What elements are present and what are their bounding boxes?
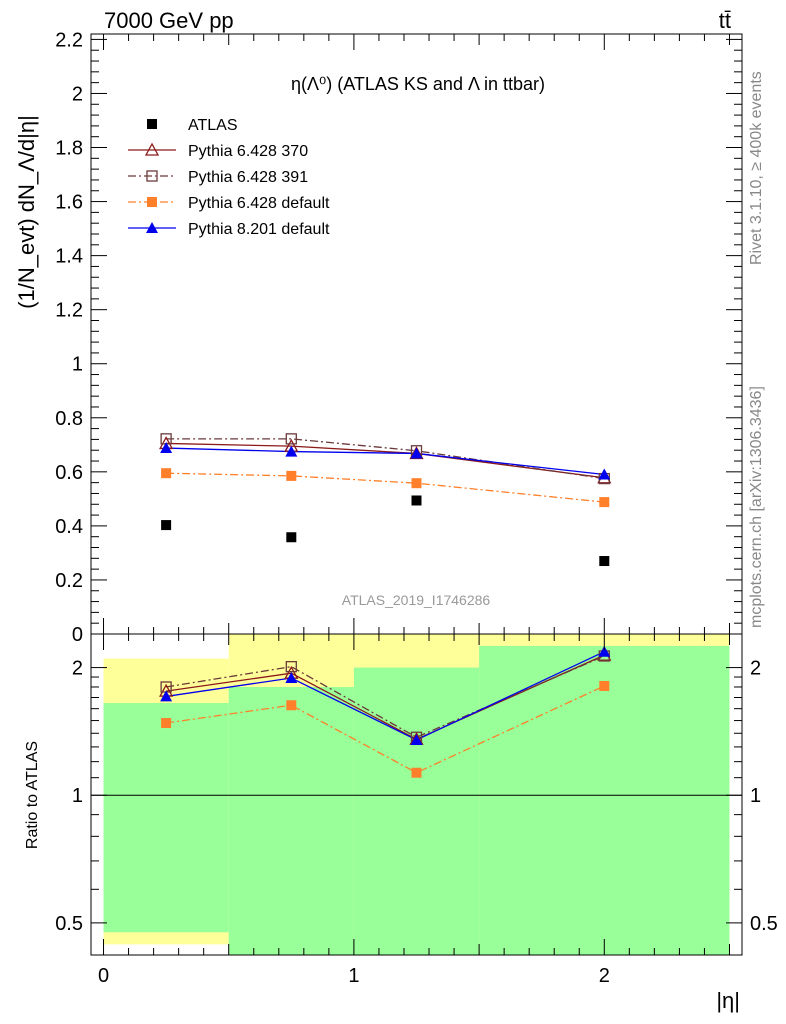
y-tick-label: 0.8: [55, 408, 83, 430]
y-tick-label: 2: [72, 83, 83, 105]
y-tick-label: 0.2: [55, 570, 83, 592]
ratio-point-pythia-6-428-default: [411, 767, 422, 778]
legend: ATLAS Pythia 6.428 370 Pythia 6.428 391 Pyt…: [128, 117, 330, 238]
legend-marker-pythia-6-428-370: [144, 142, 160, 156]
rivet-label: Rivet 3.1.10, ≥ 400k events: [748, 71, 765, 265]
series-line-pythia-6-428-391: [166, 438, 605, 480]
data-point-pythia-8-201-default: [160, 442, 173, 454]
y-tick-label: 1.6: [55, 192, 83, 214]
data-point-atlas: [599, 556, 610, 567]
data-point-pythia-6-428-default: [411, 478, 422, 489]
data-point-atlas: [161, 520, 172, 531]
data-point-pythia-8-201-default: [285, 445, 298, 457]
x-axis-label: |η|: [716, 988, 740, 1013]
legend-marker-pythia-6-428-391: [146, 170, 158, 182]
legend-label-pythia-6-428-391: Pythia 6.428 391: [188, 169, 308, 186]
ratio-point-pythia-8-201-default: [410, 733, 423, 745]
ratio-point-pythia-6-428-default: [286, 700, 297, 711]
uncertainty-band-green: [353, 667, 480, 955]
data-point-pythia-8-201-default: [410, 447, 423, 459]
ratio-point-pythia-6-428-391: [285, 661, 297, 673]
ratio-line-pythia-6-428-391: [166, 655, 605, 738]
legend-label-pythia-8-201-default: Pythia 8.201 default: [188, 221, 330, 238]
data-point-pythia-6-428-default: [599, 497, 610, 508]
y-tick-label: 1.4: [55, 246, 83, 268]
y-tick-label: 1.8: [55, 138, 83, 160]
ratio-line-pythia-8-201-default: [166, 651, 605, 741]
ratio-point-pythia-8-201-default: [598, 645, 611, 657]
data-point-pythia-6-428-default: [161, 468, 172, 479]
ratio-y-tick-label-left: 0.5: [55, 913, 83, 935]
x-tick-label: 1: [348, 965, 359, 987]
legend-label-pythia-6-428-370: Pythia 6.428 370: [188, 143, 308, 160]
process-label: tt̄: [719, 8, 731, 33]
ratio-y-axis-label: Ratio to ATLAS: [24, 741, 41, 849]
uncertainty-band-green: [479, 645, 730, 955]
ratio-y-tick-label-left: 1: [72, 785, 83, 807]
watermark: ATLAS_2019_I1746286: [342, 592, 491, 608]
legend-marker-pythia-6-428-default: [147, 197, 157, 207]
energy-label: 7000 GeV pp: [104, 8, 234, 33]
x-tick-label: 2: [599, 965, 610, 987]
mcplots-label: mcplots.cern.ch [arXiv:1306.3436]: [748, 386, 765, 628]
main-chart: 0 0.2 0.4 0.6 0.8 1 1.2 1.4 1.6 1.8 2 2.2 η(Λ⁰) (AT…: [14, 29, 743, 646]
y-tick-label: 0: [72, 624, 83, 646]
series-line-pythia-8-201-default: [166, 447, 605, 476]
uncertainty-band-green: [228, 686, 354, 955]
ratio-point-pythia-8-201-default: [285, 671, 298, 683]
data-point-pythia-6-428-default: [286, 470, 297, 481]
data-point-pythia-8-201-default: [598, 468, 611, 480]
legend-label-pythia-6-428-default: Pythia 6.428 default: [188, 195, 330, 212]
series-line-pythia-6-428-370: [166, 442, 605, 479]
y-tick-label: 1: [72, 354, 83, 376]
y-tick-label: 0.4: [55, 516, 83, 538]
main-y-axis-label: (1/N_evt) dN_Λ/d|η|: [14, 115, 39, 309]
ratio-frame: [90, 633, 743, 956]
ratio-y-tick-label-right: 2: [750, 658, 761, 680]
y-tick-label: 0.6: [55, 462, 83, 484]
y-tick-label: 1.2: [55, 300, 83, 322]
ratio-point-pythia-6-428-default: [161, 718, 172, 729]
uncertainty-band-green: [103, 703, 229, 933]
x-tick-label: 0: [98, 965, 109, 987]
y-tick-label: 2.2: [55, 29, 83, 51]
data-point-atlas: [411, 495, 422, 506]
series-line-pythia-6-428-default: [166, 472, 605, 503]
legend-marker-atlas: [147, 119, 157, 129]
ratio-y-tick-label-right: 1: [750, 785, 761, 807]
legend-label-atlas: ATLAS: [188, 117, 238, 134]
data-point-pythia-6-428-391: [285, 433, 297, 445]
data-point-atlas: [286, 532, 297, 543]
ratio-point-pythia-8-201-default: [160, 690, 173, 702]
ratio-chart: 0.5 0.5 1 1 2 2 0 1 2 Ratio to ATLAS |η|: [24, 633, 778, 1013]
ratio-point-pythia-6-428-default: [599, 680, 610, 691]
main-title: η(Λ⁰) (ATLAS KS and Λ in ttbar): [291, 74, 545, 94]
ratio-line-pythia-6-428-default: [166, 685, 605, 774]
legend-marker-pythia-8-201-default: [146, 222, 158, 233]
ratio-y-tick-label-right: 0.5: [750, 913, 778, 935]
ratio-y-tick-label-left: 2: [72, 658, 83, 680]
